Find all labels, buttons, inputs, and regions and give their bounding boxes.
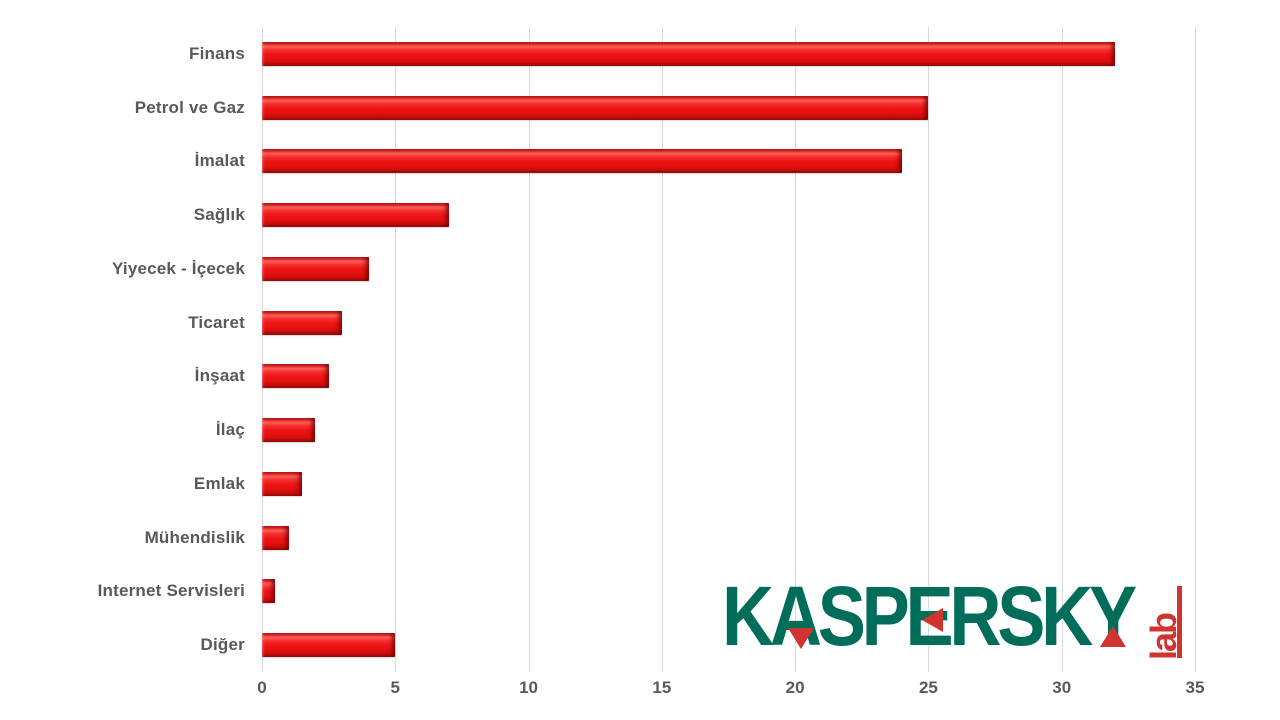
bar [262, 256, 369, 281]
bar-row [262, 403, 1195, 457]
gridline-5 [395, 27, 397, 672]
category-label: Mühendislik [144, 527, 245, 547]
bar-row [262, 618, 1195, 672]
bar-row [262, 242, 1195, 296]
bar-row [262, 188, 1195, 242]
logo-triangle-down-icon [788, 628, 814, 649]
category-label: Yiyecek - İçecek [111, 258, 245, 278]
bar [262, 579, 276, 604]
x-tick-label: 15 [652, 678, 672, 697]
kaspersky-lab-logo: KASPERSKY lab [722, 574, 1192, 662]
bar [262, 149, 902, 174]
bar-row [262, 27, 1195, 81]
category-axis: Finans Petrol ve Gaz İmalat Sağlık Yiyecek -… [0, 27, 245, 672]
gridline-15 [661, 27, 663, 672]
x-tick-label: 5 [390, 678, 401, 697]
bar [262, 203, 449, 228]
category-label: Sağlık [193, 205, 245, 225]
category-label: Petrol ve Gaz [134, 97, 245, 117]
category-label: Ticaret [188, 312, 245, 332]
bar [262, 633, 396, 658]
gridline-20 [795, 27, 797, 672]
plot-area [262, 27, 1196, 672]
lab-underline [1177, 586, 1182, 658]
x-tick-label: 10 [519, 678, 539, 697]
category-label: İlaç [215, 420, 245, 440]
bar-series [262, 27, 1195, 672]
category-label: Finans [189, 43, 245, 63]
category-label: İmalat [194, 151, 245, 171]
gridline-0 [262, 27, 263, 672]
logo-triangle-up-icon [1100, 626, 1126, 647]
x-tick-label: 35 [1185, 678, 1205, 697]
x-tick-label: 25 [918, 678, 938, 697]
category-label: Emlak [193, 473, 245, 493]
logo-triangle-left-icon [922, 608, 943, 632]
gridline-35 [1195, 27, 1196, 672]
bar [262, 418, 316, 443]
bar [262, 525, 289, 550]
value-axis: 0 5 10 15 20 25 30 35 [257, 678, 1204, 702]
bar-row [262, 135, 1195, 189]
bar-row [262, 457, 1195, 511]
bar [262, 95, 929, 120]
gridline-30 [1061, 27, 1063, 672]
bar-row [262, 565, 1195, 619]
gridline-10 [528, 27, 530, 672]
bar [262, 471, 302, 496]
x-tick-label: 0 [257, 678, 267, 697]
bar [262, 310, 342, 335]
bar [262, 41, 1116, 66]
gridline-25 [928, 27, 930, 672]
bar-row [262, 296, 1195, 350]
category-label: İnşaat [194, 366, 245, 386]
x-tick-label: 30 [1052, 678, 1072, 697]
category-label: Internet Servisleri [97, 581, 245, 601]
x-tick-label: 20 [785, 678, 805, 697]
bar-row [262, 81, 1195, 135]
bar [262, 364, 329, 389]
category-label: Diğer [200, 635, 245, 655]
bar-row [262, 350, 1195, 404]
bar-row [262, 511, 1195, 565]
